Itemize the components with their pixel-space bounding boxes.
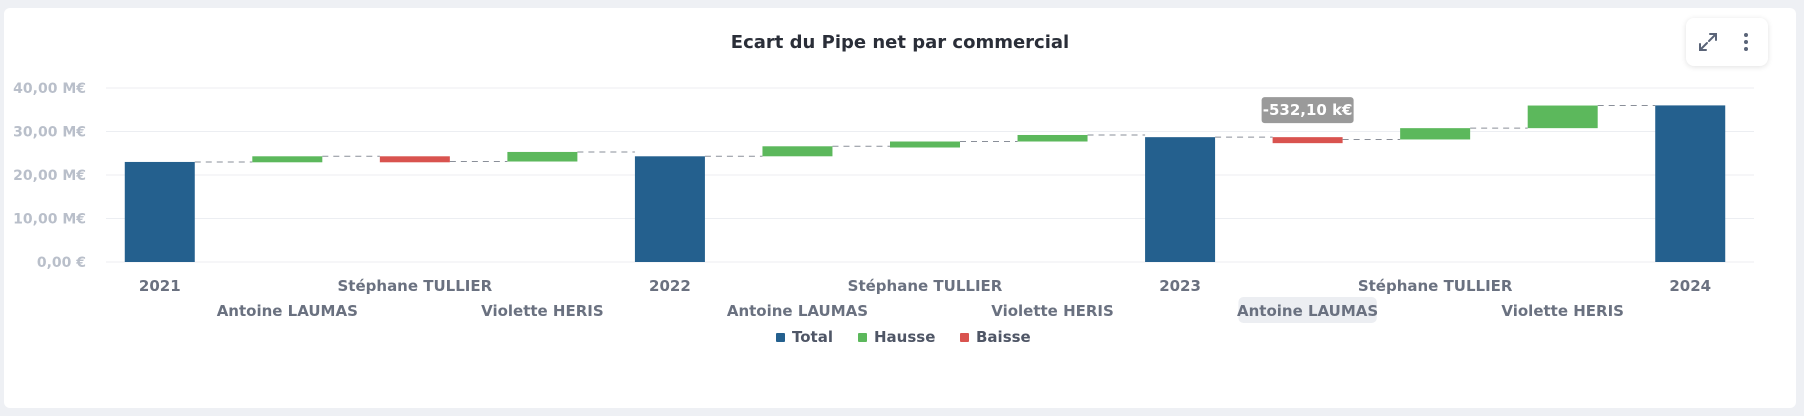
more-vertical-icon[interactable] <box>1734 30 1758 54</box>
tooltip-box <box>1261 97 1354 124</box>
bar-hausse <box>1017 134 1088 142</box>
x-tick-label: Violette HERIS <box>481 302 604 320</box>
bar-hausse <box>507 151 578 162</box>
chart-title: Ecart du Pipe net par commercial <box>730 32 1070 53</box>
legend-item[interactable]: Total <box>776 328 833 346</box>
tooltip-text: -532,10 k€ <box>1263 101 1353 119</box>
legend-swatch <box>960 333 969 342</box>
x-tick-label: Violette HERIS <box>1501 302 1624 320</box>
expand-icon[interactable] <box>1696 30 1720 54</box>
x-tick-label: 2022 <box>649 277 691 295</box>
bar-total <box>124 161 195 262</box>
bar-hausse <box>890 141 960 148</box>
legend-label: Hausse <box>874 328 935 346</box>
chart-card: Ecart du Pipe net par commercial 0,00 € 1… <box>4 8 1796 408</box>
bar-total <box>634 156 705 262</box>
bar-hausse <box>762 146 833 157</box>
x-tick-label: 2021 <box>139 277 181 295</box>
x-tick-label: Antoine LAUMAS <box>1237 302 1378 320</box>
bar-baisse <box>1272 137 1343 144</box>
waterfall-chart: 0,00 € 10,00 M€ 20,00 M€ 30,00 M€ 40,00 M€ 20… <box>13 81 1754 346</box>
x-tick-label: Antoine LAUMAS <box>727 302 868 320</box>
tooltip: -532,10 k€ <box>1261 97 1354 124</box>
chart-toolbar <box>1686 18 1768 66</box>
x-tick-label: 2023 <box>1159 277 1201 295</box>
bar-hausse <box>252 156 323 163</box>
x-tick-label: Stéphane TULLIER <box>338 277 493 295</box>
x-tick-label: 2024 <box>1669 277 1711 295</box>
y-tick-label: 30,00 M€ <box>13 125 86 141</box>
y-tick-label: 10,00 M€ <box>13 212 86 228</box>
x-tick-label: Antoine LAUMAS <box>217 302 358 320</box>
bar-total <box>1655 105 1726 263</box>
bar-total <box>1145 137 1216 262</box>
legend-label: Baisse <box>976 328 1031 346</box>
x-label-highlight <box>1238 297 1377 323</box>
bar-baisse <box>379 156 450 163</box>
legend-label: Total <box>792 328 833 346</box>
x-tick-label: Stéphane TULLIER <box>848 277 1003 295</box>
y-tick-label: 20,00 M€ <box>13 168 86 184</box>
x-tick-label: Violette HERIS <box>991 302 1114 320</box>
y-tick-label: 0,00 € <box>37 255 86 271</box>
legend-item[interactable]: Hausse <box>858 328 935 346</box>
bar-hausse <box>1400 128 1471 140</box>
legend-swatch <box>776 333 785 342</box>
legend-swatch <box>858 333 867 342</box>
y-tick-label: 40,00 M€ <box>13 81 86 97</box>
bar-hausse <box>1527 105 1598 129</box>
legend-item[interactable]: Baisse <box>960 328 1031 346</box>
x-tick-label: Stéphane TULLIER <box>1358 277 1513 295</box>
